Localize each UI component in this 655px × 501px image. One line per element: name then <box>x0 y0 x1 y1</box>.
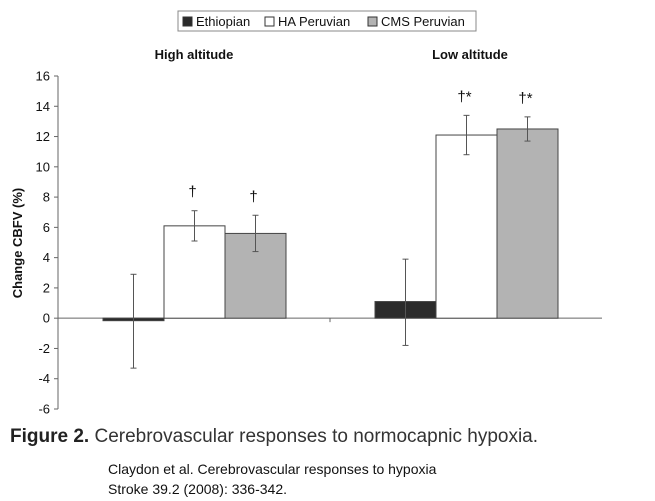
significance-marker-1-1: †* <box>457 88 471 105</box>
y-tick-label: 6 <box>43 220 50 235</box>
y-tick-label: 12 <box>36 129 50 144</box>
group-label-1: Low altitude <box>432 47 508 62</box>
bar-chart: Ethiopian HA Peruvian CMS Peruvian High al… <box>10 10 602 417</box>
y-tick-label: 16 <box>36 69 50 84</box>
citation-line-2: Stroke 39.2 (2008): 336-342. <box>108 481 288 497</box>
y-tick-label: 4 <box>43 250 50 265</box>
y-tick-label: -2 <box>38 341 50 356</box>
citation-line-1: Claydon et al. Cerebrovascular responses… <box>108 461 437 477</box>
legend-label-2: CMS Peruvian <box>381 14 465 29</box>
y-tick-label: 0 <box>43 311 50 326</box>
y-axis-label: Change CBFV (%) <box>10 188 25 299</box>
error-bars <box>130 114 531 369</box>
legend-box <box>177 10 477 32</box>
group-label-0: High altitude <box>155 47 234 62</box>
caption-mask <box>0 452 655 458</box>
figure-label: Figure 2. <box>10 426 90 447</box>
legend-swatch-2 <box>367 16 378 27</box>
legend-label-0: Ethiopian <box>196 14 250 29</box>
legend-swatch-0 <box>182 16 193 27</box>
bar-1-1 <box>435 134 498 319</box>
bar-1-2 <box>496 128 559 319</box>
figure-caption: Figure 2. Cerebrovascular responses to n… <box>10 426 538 448</box>
y-tick-label: 14 <box>36 99 50 114</box>
y-tick-label: 8 <box>43 190 50 205</box>
y-tick-label: -6 <box>38 402 50 417</box>
significance-marker-1-2: †* <box>518 90 532 107</box>
bars <box>102 128 559 322</box>
significance-markers: † † †* †* <box>188 88 532 205</box>
group-labels: High altitude Low altitude <box>155 47 508 62</box>
y-tick-label: 10 <box>36 159 50 174</box>
legend: Ethiopian HA Peruvian CMS Peruvian <box>177 10 477 32</box>
figure-title: Cerebrovascular responses to normocapnic… <box>94 426 539 447</box>
legend-swatch-1 <box>264 16 275 27</box>
y-tick-label: 2 <box>43 280 50 295</box>
y-tick-label: -4 <box>38 371 50 386</box>
legend-label-1: HA Peruvian <box>278 14 350 29</box>
significance-marker-0-2: † <box>249 188 257 205</box>
significance-marker-0-1: † <box>188 184 196 201</box>
